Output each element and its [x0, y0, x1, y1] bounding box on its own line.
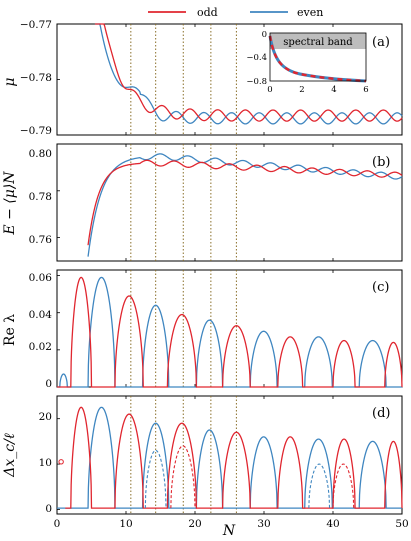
- legend-even-label: even: [297, 6, 323, 19]
- panel-d-curves: [57, 406, 403, 509]
- panel-a-tag: (a): [372, 35, 390, 50]
- series-odd-dashed-d-1: [332, 463, 355, 509]
- series-odd-b: [87, 159, 403, 246]
- xtick-label-4: 40: [326, 518, 339, 530]
- inset-ytick-0: 0: [262, 30, 267, 40]
- series-odd-a: [94, 23, 403, 122]
- panel-b: 0.80 0.78 0.76 E − ⟨μ⟩N (b): [2, 143, 403, 262]
- panel-b-frame: [56, 143, 403, 262]
- legend-odd-label: odd: [197, 6, 218, 19]
- series-odd-dashed-d-0: [170, 445, 196, 509]
- panel-d-ytick-1: 10: [39, 457, 52, 469]
- series-even-b: [87, 153, 403, 257]
- panel-c-vlines: [56, 270, 403, 388]
- inset-curve-odd: [268, 35, 367, 83]
- panel-c-ytick-0: 0.06: [29, 272, 53, 284]
- panel-a-ytick-2: −0.79: [20, 125, 52, 137]
- panel-b-ylabel: E − ⟨μ⟩N: [2, 171, 18, 236]
- series-odd-c: [57, 276, 403, 388]
- series-even-dashed-d-1: [308, 463, 331, 509]
- panel-b-curves: [87, 153, 403, 257]
- panel-d-ytick-0: 20: [39, 411, 52, 423]
- panel-d-ytick-2: 0: [45, 503, 52, 515]
- panel-c-ytick-2: 0.02: [29, 341, 52, 353]
- odd-start-marker-d: [58, 459, 64, 465]
- inset-band: [270, 33, 366, 49]
- xtick-label-3: 30: [257, 518, 270, 530]
- panel-c-ytick-3: 0: [45, 378, 52, 390]
- legend: odd even: [148, 6, 323, 19]
- panel-a: −0.77 −0.78 −0.79 μ (a) spectral band 0 …: [2, 19, 403, 137]
- series-even-a: [94, 23, 403, 125]
- xtick-label-2: 20: [188, 518, 201, 530]
- panel-b-vlines: [56, 143, 403, 261]
- panel-d-tag: (d): [372, 406, 390, 421]
- panel-c-ytick-1: 0.04: [29, 309, 53, 321]
- panel-d-frame: [56, 395, 403, 515]
- panel-d: 20 10 0 Δx_c/ℓ (d) 0 10 20 30 40 50 N: [2, 395, 409, 539]
- inset-frame: [269, 32, 367, 82]
- xtick-label-1: 10: [119, 518, 132, 530]
- xtick-label-5: 50: [395, 518, 408, 530]
- inset-label: spectral band: [283, 37, 353, 48]
- series-even-c: [57, 276, 402, 388]
- series-even-d: [57, 406, 402, 509]
- xtick-label-0: 0: [54, 518, 61, 530]
- inset-xtick-1: 2: [299, 85, 304, 95]
- panel-b-ytick-1: 0.78: [29, 191, 52, 203]
- inset-ytick-2: −0.8: [246, 77, 267, 87]
- panel-c: 0.06 0.04 0.02 0 Re λ (c): [2, 269, 403, 390]
- series-even-dashed-d-0: [144, 449, 167, 509]
- panel-d-xticks: 0 10 20 30 40 50: [54, 518, 409, 530]
- panel-a-curves: [94, 23, 403, 125]
- panel-c-frame: [56, 269, 403, 388]
- panel-b-ytick-2: 0.76: [29, 234, 53, 246]
- inset-xtick-2: 4: [331, 85, 336, 95]
- panel-c-tag: (c): [372, 280, 389, 295]
- panel-d-vlines: [56, 396, 403, 514]
- panel-b-ytick-0: 0.80: [29, 148, 52, 160]
- panel-a-inset: spectral band 0 −0.4 −0.8 0 2 4 6: [246, 30, 368, 95]
- series-odd-d: [65, 406, 403, 509]
- inset-ytick-1: −0.4: [246, 53, 267, 63]
- inset-xtick-3: 6: [363, 85, 368, 95]
- panel-c-curves: [57, 276, 403, 388]
- panel-b-tag: (b): [372, 155, 390, 170]
- x-axis-label: N: [222, 523, 236, 539]
- panel-a-ytick-1: −0.78: [20, 72, 52, 84]
- panel-a-ylabel: μ: [2, 77, 18, 86]
- panel-a-ytick-0: −0.77: [20, 19, 52, 31]
- inset-xtick-0: 0: [267, 85, 272, 95]
- panel-d-ylabel: Δx_c/ℓ: [2, 433, 18, 478]
- panel-c-ylabel: Re λ: [2, 314, 18, 346]
